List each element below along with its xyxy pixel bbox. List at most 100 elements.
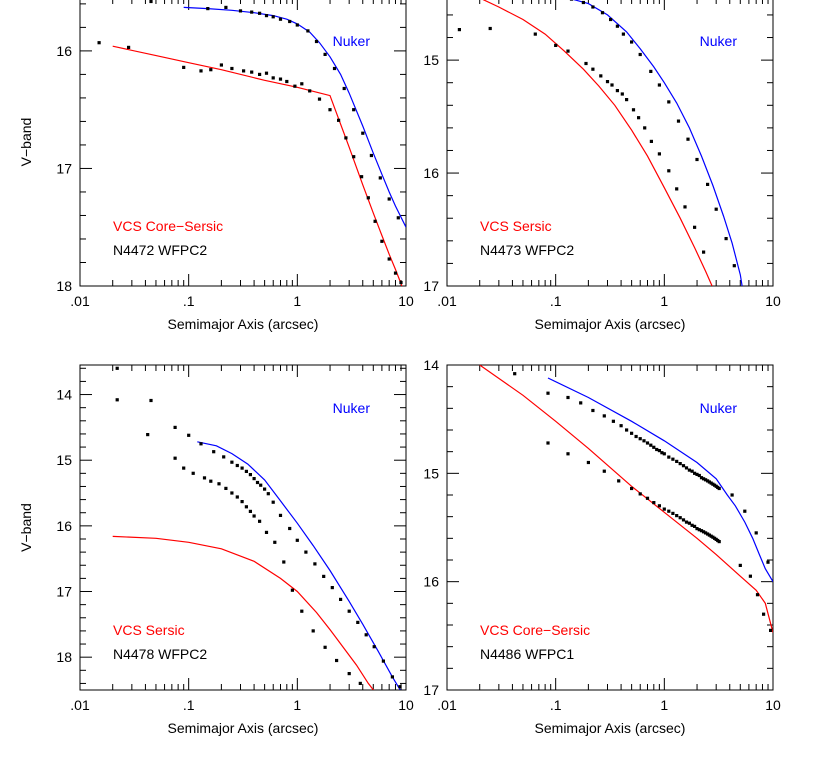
data-point bbox=[667, 100, 671, 104]
data-point bbox=[224, 5, 228, 9]
legend-model: VCS Core−Sersic bbox=[480, 622, 590, 638]
data-point bbox=[697, 473, 701, 478]
data-point bbox=[361, 131, 365, 135]
data-point bbox=[381, 659, 385, 663]
data-point bbox=[222, 455, 226, 459]
data-point bbox=[238, 9, 243, 13]
data-point bbox=[240, 466, 244, 470]
data-point bbox=[339, 597, 343, 601]
data-point bbox=[662, 452, 666, 456]
data-point bbox=[546, 391, 550, 395]
legend-model: VCS Core−Sersic bbox=[113, 218, 223, 234]
data-point bbox=[235, 495, 239, 499]
x-tick-label: 10 bbox=[765, 697, 781, 713]
data-layer bbox=[479, 365, 773, 633]
data-point bbox=[230, 460, 234, 464]
x-tick-label: 10 bbox=[398, 697, 414, 713]
legend-object: N4486 WFPC1 bbox=[480, 646, 574, 662]
data-point bbox=[711, 535, 715, 539]
data-point bbox=[566, 49, 570, 53]
data-point bbox=[393, 271, 398, 275]
data-point bbox=[304, 550, 308, 554]
y-tick-label: 15 bbox=[56, 452, 72, 468]
data-point bbox=[591, 5, 595, 9]
series-line-vcs-sersic bbox=[482, 0, 713, 286]
data-point bbox=[695, 472, 699, 476]
data-point bbox=[591, 67, 595, 71]
data-point bbox=[285, 79, 289, 84]
data-point bbox=[600, 11, 605, 15]
data-point bbox=[657, 449, 661, 453]
data-point bbox=[706, 479, 710, 483]
x-tick-label: .1 bbox=[183, 293, 195, 309]
data-point bbox=[619, 424, 623, 428]
data-point bbox=[657, 83, 661, 87]
data-point bbox=[630, 431, 634, 435]
data-point bbox=[717, 486, 721, 491]
data-point bbox=[709, 534, 713, 538]
data-point bbox=[352, 155, 356, 159]
data-point bbox=[602, 469, 606, 473]
y-tick-label: 17 bbox=[56, 160, 72, 176]
data-point bbox=[569, 0, 574, 1]
data-point bbox=[311, 629, 315, 633]
data-point bbox=[258, 519, 262, 523]
x-tick-label: .01 bbox=[70, 697, 90, 713]
data-point bbox=[704, 531, 708, 535]
chart-panel-n4472: .01 .1 1 10 16 17 18 Semimajor Axis (arcsec) V−b… bbox=[18, 0, 414, 332]
data-point bbox=[248, 509, 252, 513]
data-point bbox=[649, 139, 653, 143]
legend-nuker: Nuker bbox=[333, 400, 371, 416]
y-tick-label: 18 bbox=[56, 649, 72, 665]
plot-frame bbox=[79, 364, 407, 691]
data-point bbox=[684, 520, 689, 524]
data-point bbox=[206, 7, 210, 11]
data-point bbox=[457, 28, 461, 32]
data-point bbox=[617, 479, 621, 483]
data-point bbox=[690, 523, 694, 527]
data-point bbox=[634, 434, 638, 439]
data-point bbox=[671, 511, 675, 515]
data-point bbox=[667, 509, 671, 513]
plot-frame bbox=[446, 364, 774, 691]
data-point bbox=[244, 469, 248, 473]
x-tick-label: .01 bbox=[437, 697, 457, 713]
data-point bbox=[599, 74, 603, 78]
series-line-nuker bbox=[183, 6, 406, 228]
data-point bbox=[182, 466, 186, 470]
data-point bbox=[347, 672, 351, 676]
data-point bbox=[224, 486, 228, 490]
series-line-nuker bbox=[573, 0, 743, 286]
data-point bbox=[610, 83, 614, 87]
data-point bbox=[396, 216, 400, 220]
data-point bbox=[360, 175, 364, 179]
data-point bbox=[649, 69, 653, 73]
y-tick-label: 14 bbox=[423, 357, 439, 373]
plot-frame bbox=[446, 0, 774, 287]
data-point bbox=[290, 588, 294, 592]
data-point bbox=[330, 586, 334, 590]
data-point bbox=[242, 69, 246, 73]
data-point bbox=[295, 538, 299, 542]
data-point bbox=[620, 92, 624, 96]
x-axis-label: Semimajor Axis (arcsec) bbox=[535, 720, 686, 736]
data-point bbox=[240, 500, 244, 504]
legend-object: N4473 WFPC2 bbox=[480, 242, 574, 258]
data-point bbox=[314, 39, 319, 44]
data-point bbox=[173, 425, 177, 429]
data-point bbox=[702, 530, 706, 534]
data-point bbox=[690, 469, 694, 473]
data-point bbox=[766, 560, 770, 564]
data-point bbox=[264, 14, 269, 18]
data-point bbox=[625, 98, 629, 102]
series-line-vcs-sersic bbox=[112, 535, 375, 690]
data-point bbox=[369, 153, 373, 158]
data-point bbox=[579, 401, 583, 405]
data-point bbox=[323, 645, 327, 649]
data-point bbox=[230, 66, 234, 71]
data-point bbox=[258, 11, 262, 15]
y-tick-label: 17 bbox=[56, 584, 72, 600]
data-layer bbox=[457, 0, 743, 286]
data-point bbox=[762, 612, 766, 616]
